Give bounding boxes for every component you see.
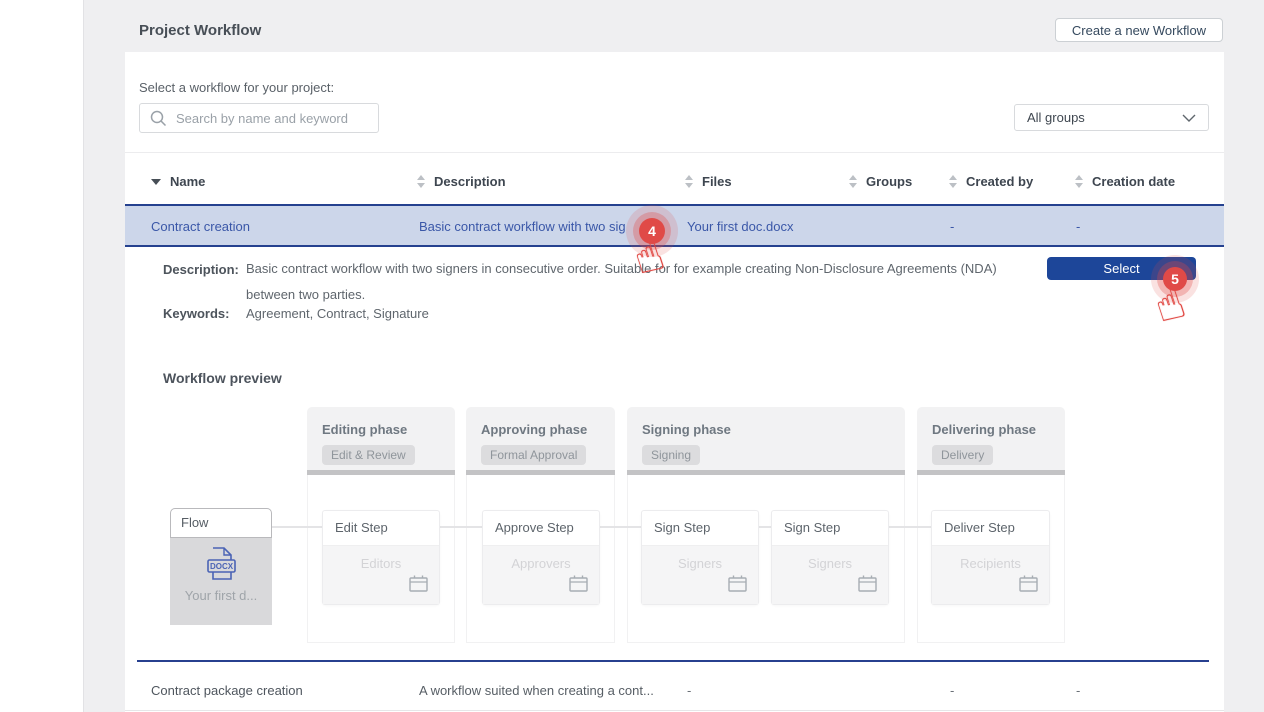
click-badge-5: 5 (1163, 267, 1187, 291)
docx-file-icon: DOCX (203, 546, 239, 582)
step-title: Edit Step (323, 511, 439, 546)
keywords-text: Agreement, Contract, Signature (246, 306, 429, 321)
click-badge-4: 4 (639, 218, 665, 244)
calendar-icon (858, 575, 877, 597)
column-label-description: Description (434, 174, 506, 189)
phase-divider-bar (307, 470, 455, 475)
sort-both-icon (685, 175, 693, 188)
column-header-creation-date[interactable]: Creation date (1075, 174, 1175, 189)
keywords-label: Keywords: (163, 306, 230, 321)
phase-title: Delivering phase (932, 422, 1037, 437)
step-role: Signers (807, 556, 853, 571)
column-header-groups[interactable]: Groups (849, 174, 912, 189)
step-card-approve: Approve Step Approvers (482, 510, 600, 605)
column-header-created-by[interactable]: Created by (949, 174, 1033, 189)
step-title: Sign Step (772, 511, 888, 546)
svg-text:DOCX: DOCX (210, 562, 234, 571)
description-label: Description: (163, 262, 239, 277)
step-title: Sign Step (642, 511, 758, 546)
step-body: Recipients (932, 546, 1049, 604)
phase-signing: Signing phase Signing (627, 407, 905, 470)
phase-title: Signing phase (642, 422, 731, 437)
flow-card-header: Flow (170, 508, 272, 538)
calendar-icon (1019, 575, 1038, 597)
phase-editing: Editing phase Edit & Review (307, 407, 455, 470)
step-role: Approvers (511, 556, 571, 571)
column-header-files[interactable]: Files (685, 174, 732, 189)
step-card-sign-1: Sign Step Signers (641, 510, 759, 605)
toolbar-divider (125, 152, 1224, 153)
column-label-created-by: Created by (966, 174, 1034, 189)
column-label-groups: Groups (866, 174, 913, 189)
cell-files: - (687, 683, 692, 698)
phase-title: Approving phase (481, 422, 588, 437)
step-role: Signers (677, 556, 723, 571)
sort-descending-icon (151, 178, 161, 185)
cell-description: A workflow suited when creating a cont..… (419, 683, 654, 698)
phase-tag: Edit & Review (322, 445, 415, 465)
column-header-description[interactable]: Description (417, 174, 506, 189)
left-sidebar-strip (0, 0, 84, 712)
sort-both-icon (949, 175, 957, 188)
cell-created-by: - (950, 219, 955, 234)
sort-both-icon (849, 175, 857, 188)
phase-approving: Approving phase Formal Approval (466, 407, 615, 470)
phase-tag: Delivery (932, 445, 994, 465)
step-body: Editors (323, 546, 439, 604)
cell-creation-date: - (1076, 683, 1081, 698)
create-workflow-button[interactable]: Create a new Workflow (1055, 18, 1223, 42)
step-body: Signers (772, 546, 888, 604)
cell-name: Contract package creation (151, 683, 303, 698)
phase-tag: Formal Approval (481, 445, 587, 465)
step-card-sign-2: Sign Step Signers (771, 510, 889, 605)
select-workflow-button[interactable]: Select (1047, 257, 1196, 280)
step-card-deliver: Deliver Step Recipients (931, 510, 1050, 605)
page-title: Project Workflow (139, 22, 262, 39)
calendar-icon (728, 575, 747, 597)
phase-tag: Signing (642, 445, 701, 465)
phase-divider-bar (627, 470, 905, 475)
column-header-name[interactable]: Name (151, 174, 205, 189)
chevron-down-icon (1182, 114, 1196, 122)
step-body: Signers (642, 546, 758, 604)
flow-card-body: DOCX Your first d... (170, 538, 272, 625)
sort-both-icon (1075, 175, 1083, 188)
cell-files: Your first doc.docx (687, 219, 794, 234)
column-label-name: Name (170, 174, 206, 189)
groups-filter-dropdown[interactable]: All groups (1014, 104, 1209, 131)
search-icon (150, 110, 167, 127)
calendar-icon (569, 575, 588, 597)
cell-description: Basic contract workflow with two sig (419, 219, 626, 234)
row-bottom-divider (125, 710, 1224, 711)
phase-divider-bar (917, 470, 1065, 475)
panel-subtitle: Select a workflow for your project: (139, 80, 335, 95)
step-card-edit: Edit Step Editors (322, 510, 440, 605)
cell-created-by: - (950, 683, 955, 698)
table-row-contract-package[interactable] (125, 670, 1224, 710)
details-bottom-divider (137, 660, 1209, 662)
search-input[interactable] (176, 110, 368, 126)
cell-name: Contract creation (151, 219, 250, 234)
workflow-search-box[interactable] (139, 103, 379, 133)
phase-divider-bar (466, 470, 615, 475)
flow-connector-line (272, 526, 932, 528)
column-label-creation-date: Creation date (1092, 174, 1176, 189)
description-text: Basic contract workflow with two signers… (246, 261, 997, 302)
phase-title: Editing phase (322, 422, 408, 437)
step-body: Approvers (483, 546, 599, 604)
calendar-icon (409, 575, 428, 597)
step-role: Editors (360, 556, 402, 571)
column-label-files: Files (702, 174, 732, 189)
step-title: Deliver Step (932, 511, 1049, 546)
cell-creation-date: - (1076, 219, 1081, 234)
phase-delivering: Delivering phase Delivery (917, 407, 1065, 470)
workflow-preview-title: Workflow preview (163, 370, 282, 386)
groups-filter-value: All groups (1027, 110, 1085, 125)
table-row-selected[interactable] (125, 204, 1224, 247)
step-role: Recipients (960, 556, 1021, 571)
flow-file-name: Your first d... (184, 588, 258, 603)
step-title: Approve Step (483, 511, 599, 546)
sort-both-icon (417, 175, 425, 188)
